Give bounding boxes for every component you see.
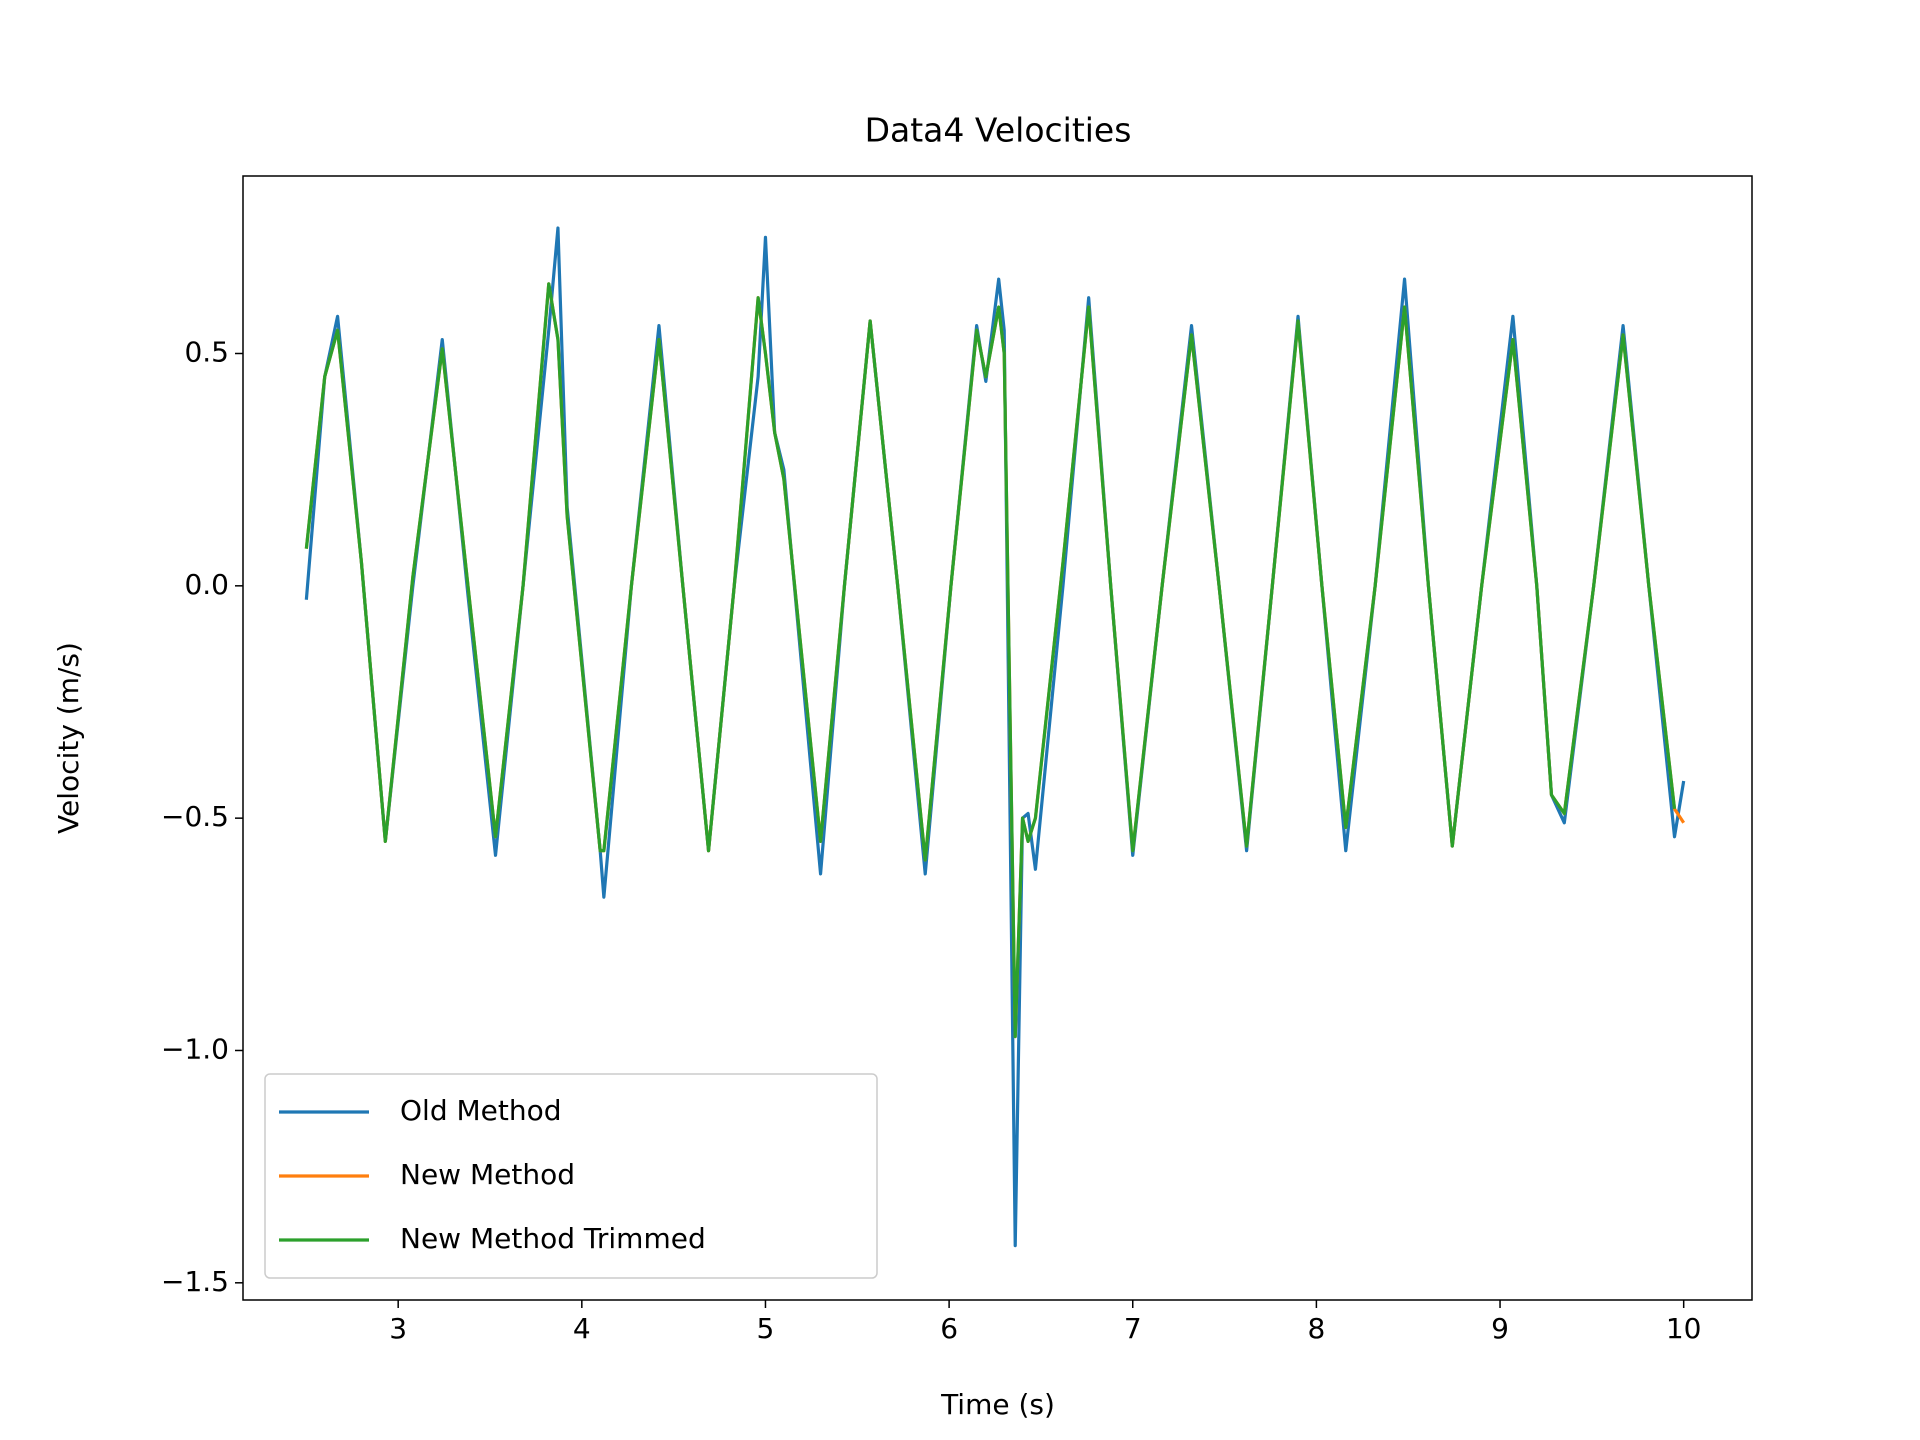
- legend-label: New Method Trimmed: [400, 1222, 706, 1255]
- legend-label: New Method: [400, 1158, 575, 1191]
- y-tick-label: −0.5: [161, 800, 229, 833]
- x-tick-label: 4: [573, 1312, 591, 1345]
- chart-title: Data4 Velocities: [865, 111, 1132, 150]
- y-tick-label: 0.5: [184, 335, 229, 368]
- y-tick-label: −1.5: [161, 1265, 229, 1298]
- series-line: [304, 282, 1686, 1039]
- plot-frame: [242, 175, 1753, 1301]
- y-tick-label: −1.0: [161, 1032, 229, 1065]
- x-tick-label: 6: [940, 1312, 958, 1345]
- x-tick-label: 5: [757, 1312, 775, 1345]
- x-tick-label: 3: [389, 1312, 407, 1345]
- x-tick-label: 10: [1666, 1312, 1702, 1345]
- y-axis-label: Velocity (m/s): [52, 642, 85, 834]
- x-tick-label: 7: [1124, 1312, 1142, 1345]
- series-line: [304, 282, 1677, 1039]
- y-tick-label: 0.0: [184, 568, 229, 601]
- legend-label: Old Method: [400, 1094, 562, 1127]
- x-axis-label: Time (s): [940, 1388, 1055, 1421]
- legend-box: [264, 1073, 878, 1279]
- x-tick-label: 9: [1491, 1312, 1509, 1345]
- x-tick-label: 8: [1307, 1312, 1325, 1345]
